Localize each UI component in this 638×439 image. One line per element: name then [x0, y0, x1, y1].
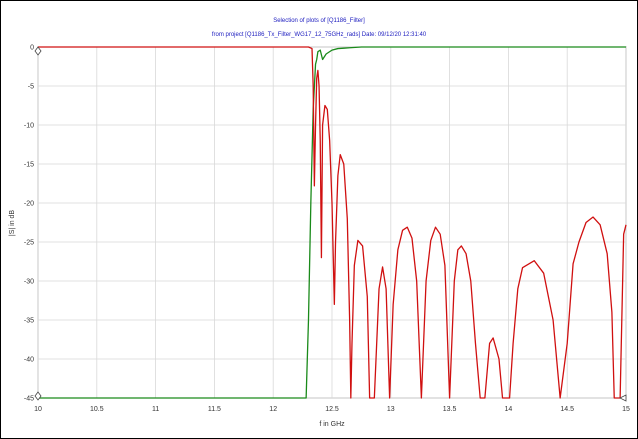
x-tick-label: 15 [622, 406, 630, 413]
x-tick-label: 10.5 [90, 406, 104, 413]
y-tick-label: -10 [24, 123, 34, 130]
grid [37, 46, 627, 399]
series-lines [38, 46, 627, 399]
y-tick-label: -25 [24, 240, 34, 247]
series-line-transmission [38, 46, 626, 399]
x-tick-label: 11 [152, 406, 159, 413]
x-axis-label: f in GHz [319, 421, 345, 428]
y-tick-label: 0 [30, 45, 34, 52]
y-tick-label: -45 [24, 396, 34, 403]
axis-end-markers [34, 46, 627, 402]
right-bottom-marker [619, 394, 627, 402]
y-axis-label: |S| in dB [9, 210, 16, 237]
y-tick-labels: 0 -5 -10 -15 -20 -25 -30 -35 -40 -45 [24, 45, 34, 403]
chart-title: Selection of plots of [Q1186_Filter] [273, 18, 365, 24]
y-tick-label: -5 [28, 84, 34, 91]
x-tick-label: 13 [387, 406, 395, 413]
y-tick-label: -40 [24, 357, 34, 364]
x-tick-label: 12.5 [325, 406, 339, 413]
x-tick-label: 14.5 [560, 406, 574, 413]
x-tick-label: 12 [269, 406, 277, 413]
left-bottom-marker [34, 391, 42, 401]
y-tick-label: -20 [24, 201, 34, 208]
chart-subtitle: from project [Q1186_Tx_Filter_WG17_12_75… [211, 32, 427, 38]
x-tick-label: 14 [505, 406, 513, 413]
left-top-marker [34, 46, 42, 56]
x-tick-label: 10 [34, 406, 42, 413]
series-line-reflection [38, 46, 627, 399]
y-tick-label: -35 [24, 318, 34, 325]
y-tick-label: -15 [24, 162, 34, 169]
x-tick-label: 11.5 [208, 406, 221, 413]
x-tick-labels: 10 10.5 11 11.5 12 12.5 13 13.5 14 14.5 15 [34, 406, 630, 413]
x-tick-label: 13.5 [443, 406, 457, 413]
y-tick-label: -30 [24, 279, 34, 286]
